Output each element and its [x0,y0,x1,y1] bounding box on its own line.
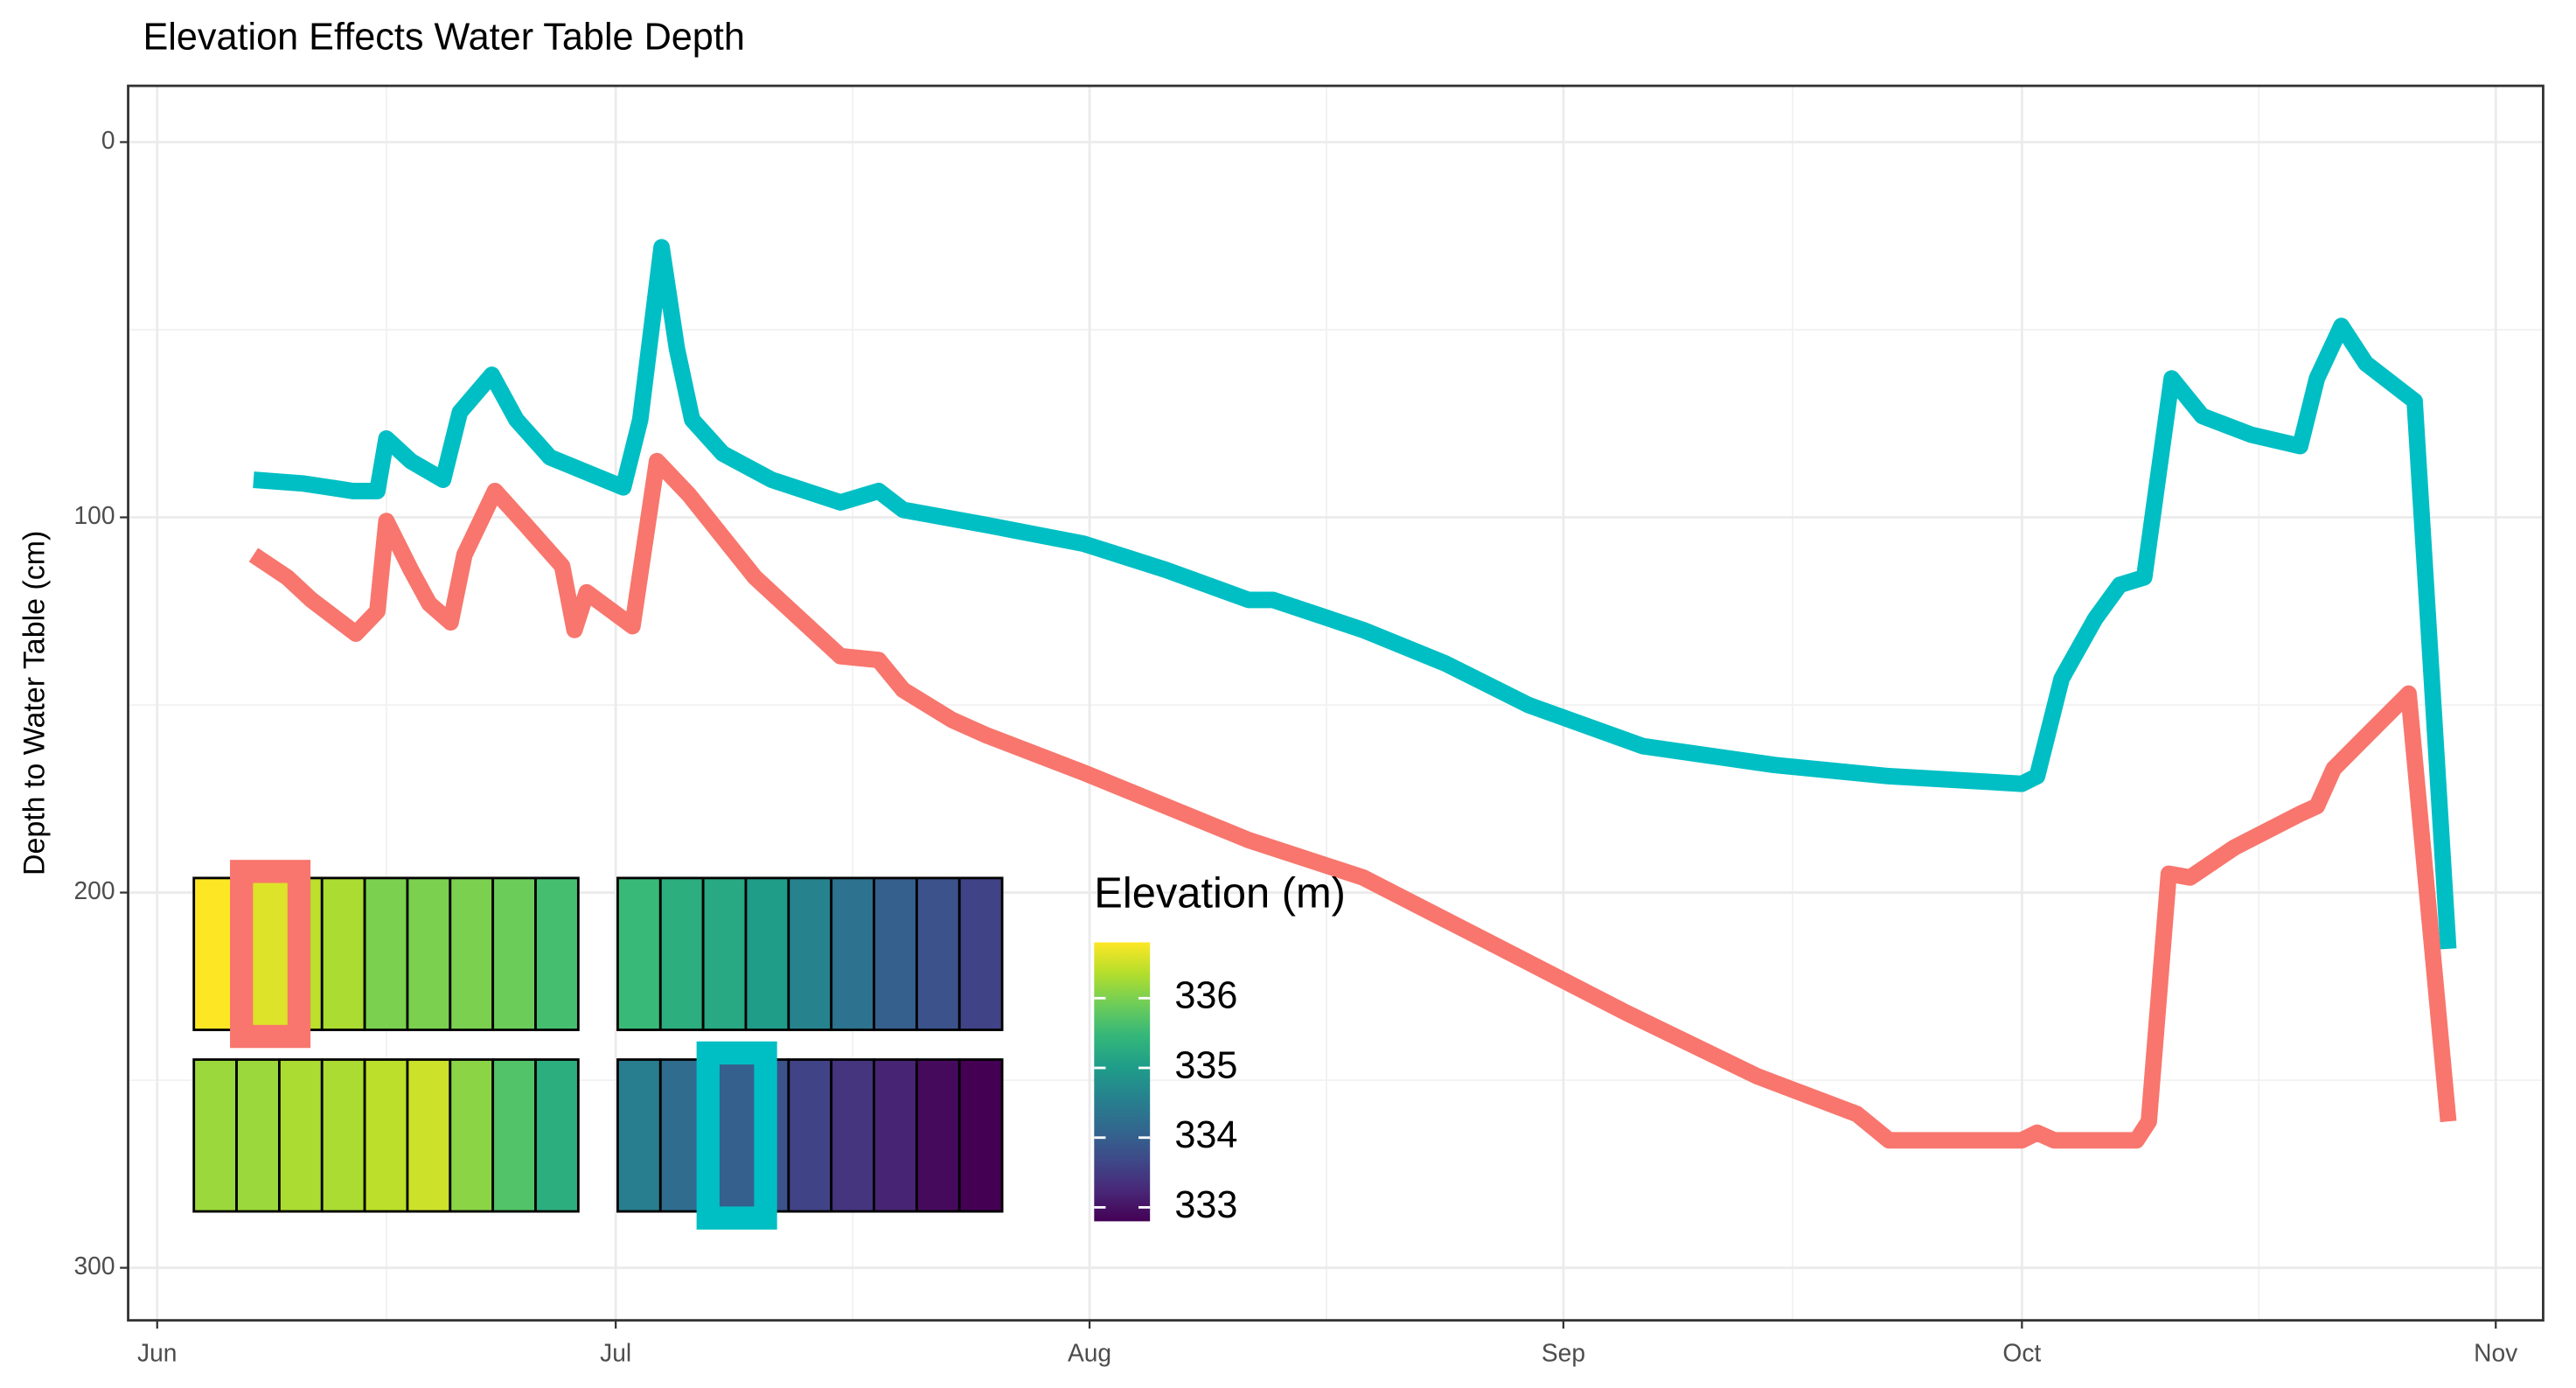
elevation-cell [406,1058,452,1213]
elevation-cell [873,1058,918,1213]
x-tick-label: Jun [137,1339,177,1367]
elevation-cell [787,1058,833,1213]
elevation-cell [701,876,748,1031]
elevation-cell [787,876,833,1031]
elevation-cell [616,1058,662,1213]
elevation-cell [491,876,537,1031]
x-tick-label: Aug [1068,1339,1111,1367]
x-tick-label: Nov [2474,1339,2518,1367]
elevation-cell [320,1058,366,1213]
y-axis-label: Depth to Water Table (cm) [17,531,51,875]
y-tick-label: 100 [74,501,115,529]
y-tick-label: 200 [74,876,115,904]
x-tick-label: Sep [1542,1339,1585,1367]
colorbar-label: 336 [1174,975,1237,1017]
legend-title: Elevation (m) [1094,870,1346,917]
elevation-cell [192,1058,238,1213]
elevation-cell [534,1058,580,1213]
colorbar-label: 334 [1174,1114,1237,1156]
elevation-cell [830,876,875,1031]
colorbar [1094,942,1151,1222]
elevation-cell [406,876,452,1031]
elevation-cell [658,876,705,1031]
elevation-cell [363,876,409,1031]
colorbar-label: 333 [1174,1184,1237,1226]
elevation-cell [235,1058,281,1213]
series-line [253,239,2457,950]
elevation-cell [534,876,580,1031]
series-line [248,452,2457,1149]
elevation-cell [277,1058,324,1213]
elevation-cell [957,876,1004,1031]
elevation-cell [915,1058,961,1213]
elevation-cell [873,876,918,1031]
elevation-cell [320,876,366,1031]
elevation-cell [363,1058,409,1213]
y-tick-label: 300 [74,1252,115,1280]
x-tick-label: Oct [2002,1339,2041,1367]
highlight-box [230,860,311,1049]
chart-title: Elevation Effects Water Table Depth [143,17,744,59]
x-tick-label: Jul [600,1339,631,1367]
elevation-cell [744,876,790,1031]
plot-border [127,84,2545,1322]
elevation-cell [957,1058,1004,1213]
y-tick-label: 0 [101,126,115,154]
elevation-cell [830,1058,875,1213]
elevation-cell [449,876,495,1031]
elevation-cell [449,1058,495,1213]
elevation-cell [491,1058,537,1213]
highlight-box [696,1041,777,1230]
elevation-cell [915,876,961,1031]
colorbar-label: 335 [1174,1044,1237,1086]
elevation-cell [616,876,662,1031]
